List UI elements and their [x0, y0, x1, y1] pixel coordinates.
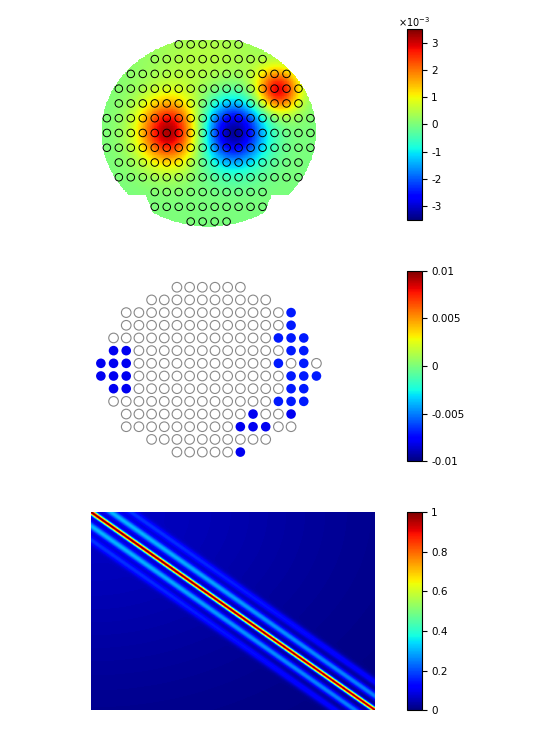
Circle shape	[109, 359, 118, 368]
Circle shape	[299, 384, 309, 394]
Circle shape	[109, 346, 118, 356]
Circle shape	[109, 371, 118, 381]
Circle shape	[286, 307, 296, 318]
Circle shape	[273, 359, 283, 368]
Circle shape	[109, 384, 118, 394]
Circle shape	[96, 359, 106, 368]
Circle shape	[299, 333, 309, 343]
Circle shape	[299, 397, 309, 406]
Circle shape	[299, 346, 309, 356]
Circle shape	[121, 346, 131, 356]
Circle shape	[121, 371, 131, 381]
Circle shape	[286, 333, 296, 343]
Circle shape	[299, 371, 309, 381]
Circle shape	[286, 397, 296, 406]
Circle shape	[286, 321, 296, 330]
Circle shape	[286, 371, 296, 381]
Circle shape	[286, 409, 296, 419]
Circle shape	[286, 384, 296, 394]
Circle shape	[273, 333, 283, 343]
Circle shape	[299, 359, 309, 368]
Circle shape	[248, 409, 258, 419]
Circle shape	[235, 422, 245, 432]
Circle shape	[311, 371, 321, 381]
Circle shape	[248, 422, 258, 432]
Circle shape	[273, 397, 283, 406]
Circle shape	[121, 384, 131, 394]
Circle shape	[286, 346, 296, 356]
Circle shape	[235, 447, 245, 457]
Circle shape	[261, 422, 271, 432]
Circle shape	[96, 371, 106, 381]
Title: $\times10^{-3}$: $\times10^{-3}$	[398, 15, 430, 29]
Circle shape	[121, 359, 131, 368]
